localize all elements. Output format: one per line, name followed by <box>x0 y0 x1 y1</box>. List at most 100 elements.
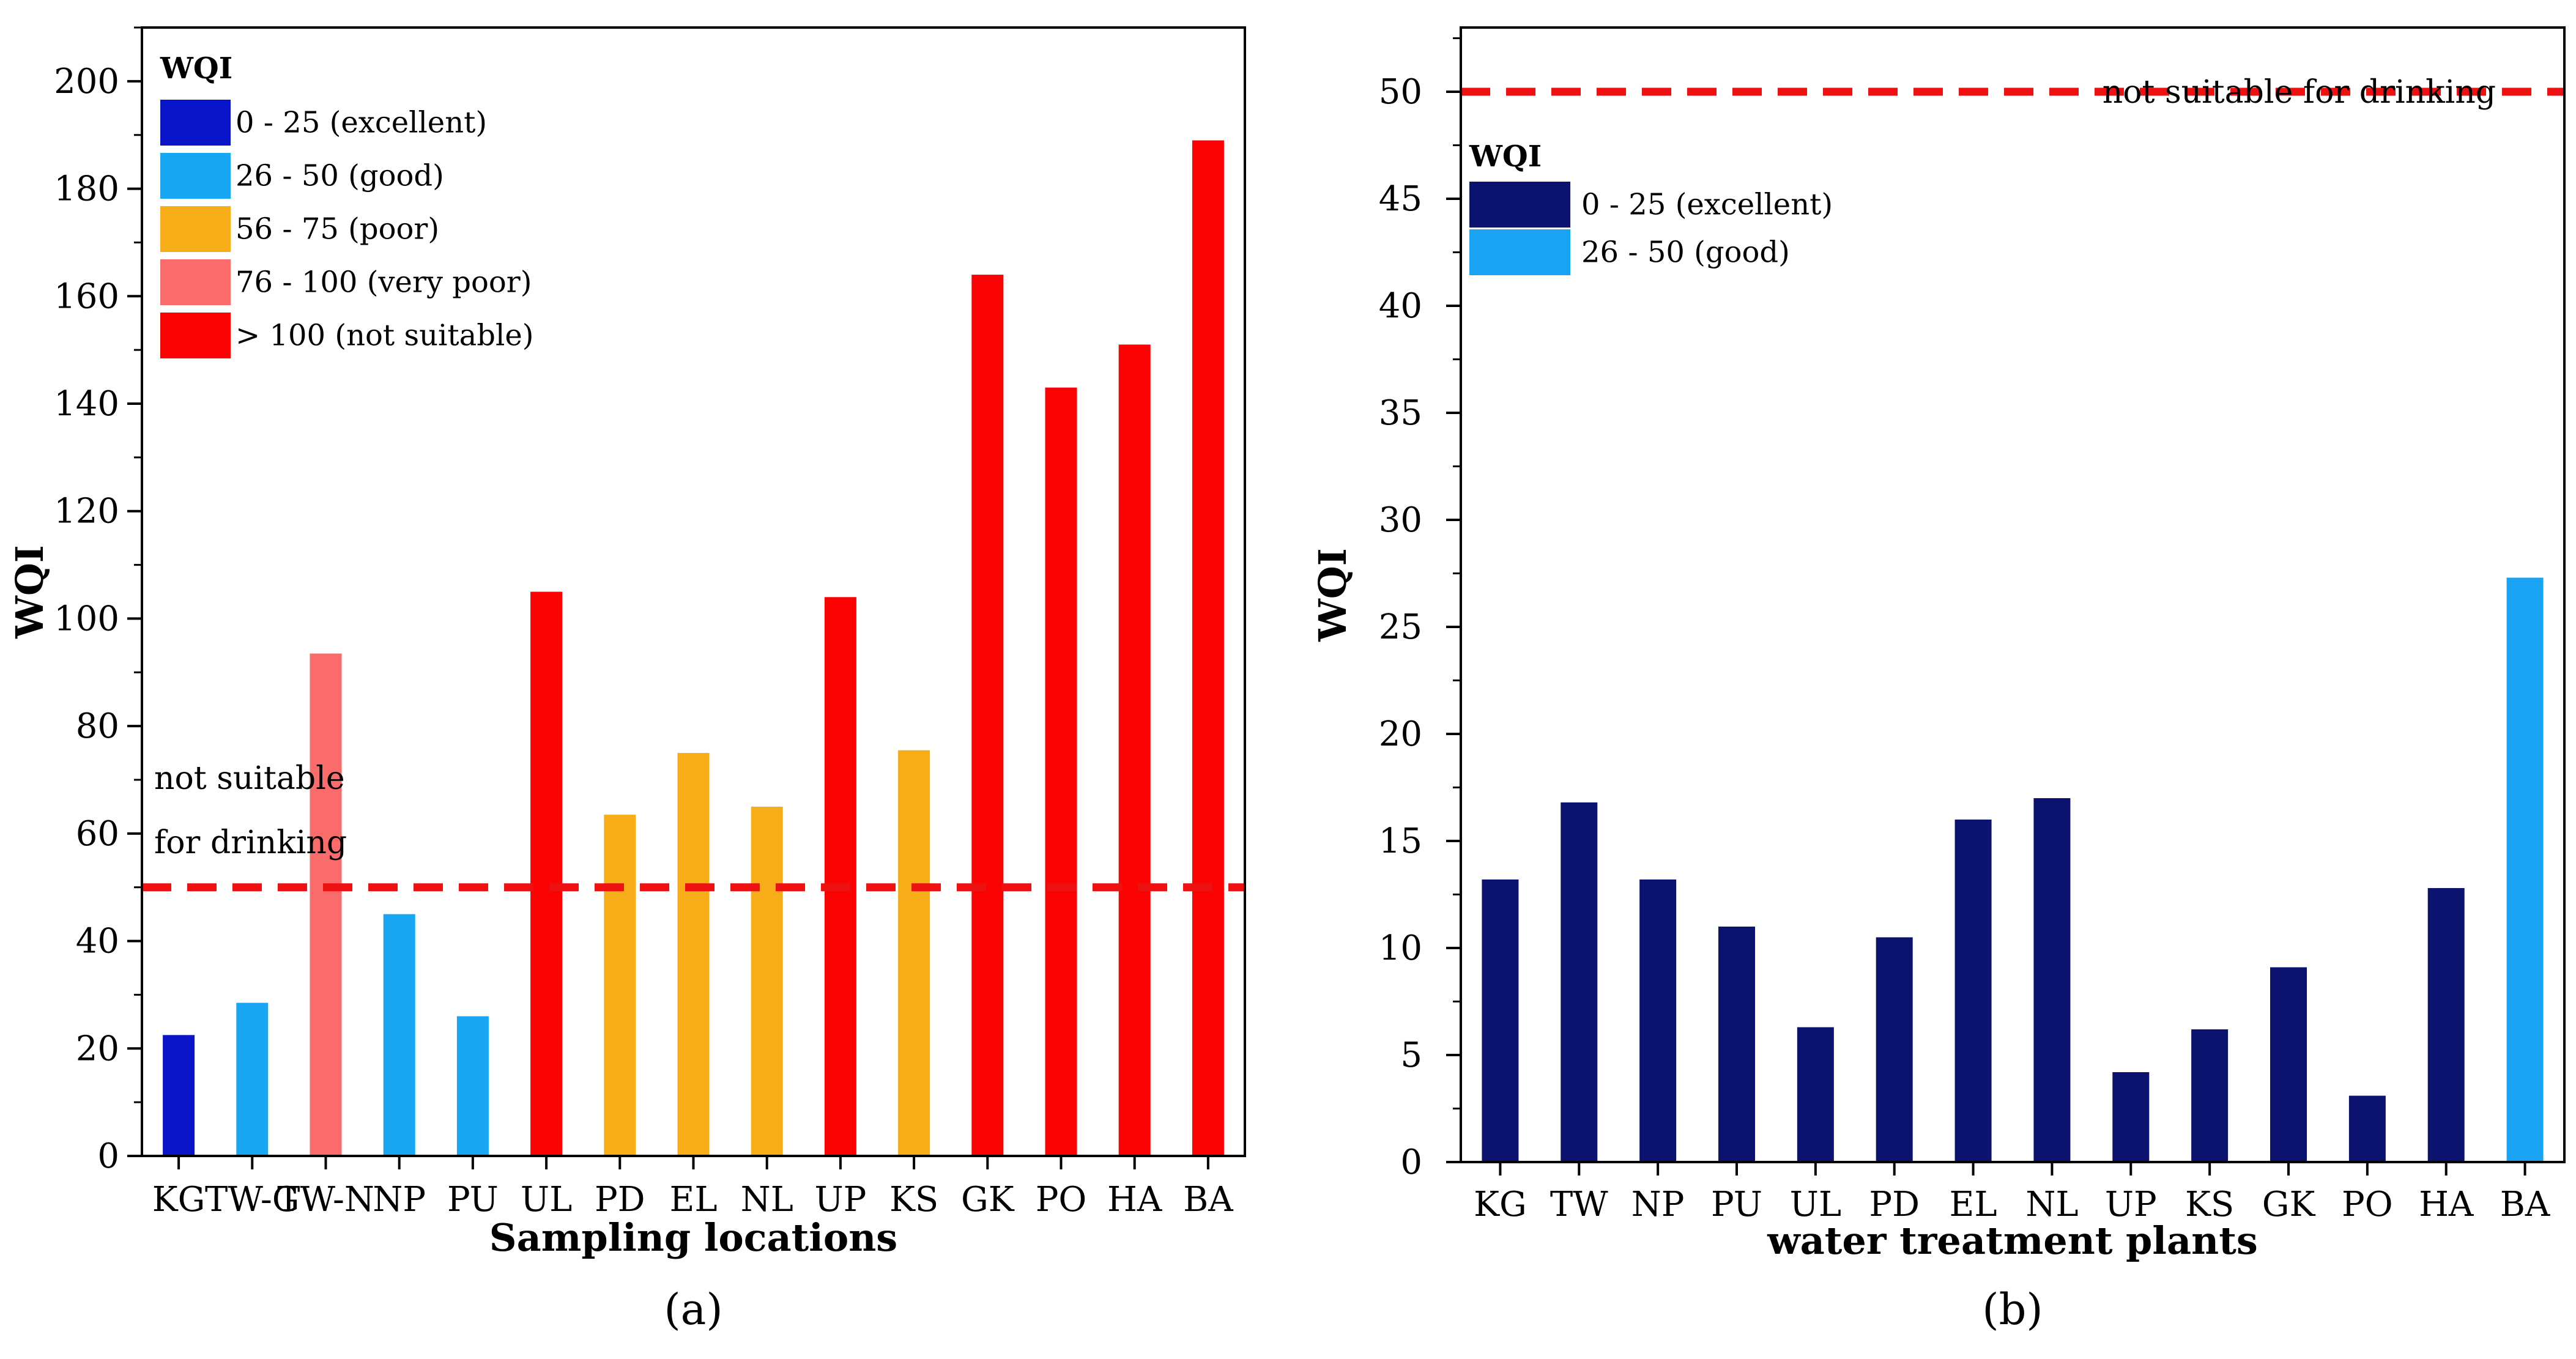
y-tick-label: 35 <box>1379 393 1422 433</box>
legend-swatch-excellent <box>160 100 231 146</box>
y-tick-label: 40 <box>1379 286 1422 326</box>
x-tick-label: TW-N <box>277 1180 374 1220</box>
x-tick-label: PD <box>1869 1185 1920 1224</box>
legend-label-poor: 56 - 75 (poor) <box>236 212 439 246</box>
x-tick-label: UL <box>1790 1185 1841 1224</box>
bar-tw <box>1561 802 1598 1162</box>
x-tick-label: HA <box>2419 1185 2474 1224</box>
legend-swatch-good <box>160 153 231 199</box>
legend-label-excellent: 0 - 25 (excellent) <box>236 106 487 140</box>
x-tick-label: UP <box>814 1180 866 1220</box>
x-tick-label: UP <box>2105 1185 2157 1224</box>
y-tick-label: 45 <box>1379 179 1422 219</box>
panel-a-wqi-sampling-locations: not suitable for drinking 0 20 40 60 80 100 120 1… <box>7 26 1246 1335</box>
bar-nl <box>2033 798 2071 1162</box>
plot-frame <box>1460 26 2566 1163</box>
bar-ul <box>530 591 563 1156</box>
y-tick-label: 180 <box>54 169 119 209</box>
y-tick-label: 30 <box>1379 500 1422 540</box>
bar-tw-g <box>236 1002 269 1156</box>
bar-ks <box>898 750 930 1156</box>
bar-tw-n <box>310 653 342 1156</box>
bar-ha <box>2427 888 2465 1162</box>
threshold-label: for drinking <box>154 824 347 861</box>
legend-title: WQI <box>1469 139 1542 174</box>
y-tick-label: 140 <box>54 384 119 424</box>
x-tick-label: KG <box>1474 1185 1527 1224</box>
x-tick-label: TW <box>1550 1185 1608 1224</box>
panel-label: (b) <box>1982 1284 2043 1335</box>
bar-pu <box>456 1016 489 1156</box>
legend-label-good: 26 - 50 (good) <box>236 159 444 193</box>
panel-label: (a) <box>664 1284 722 1335</box>
x-tick-label: EL <box>669 1180 717 1220</box>
panel-b-wqi-treatment-plants: not suitable for drinking 0 5 10 15 20 25 30 35 4… <box>1310 26 2566 1335</box>
y-tick-label: 40 <box>76 922 119 961</box>
legend-swatch-excellent <box>1469 182 1570 228</box>
x-tick-label: NL <box>741 1180 793 1220</box>
y-tick-label: 60 <box>76 814 119 854</box>
y-tick-label: 50 <box>1379 72 1422 112</box>
bar-ba <box>1192 140 1224 1156</box>
bar-nl <box>751 806 783 1156</box>
y-tick-label: 0 <box>97 1136 119 1176</box>
bar-up <box>2112 1072 2150 1162</box>
bar-ks <box>2191 1029 2229 1162</box>
x-tick-label: EL <box>1950 1185 1997 1224</box>
bar-kg <box>1482 879 1519 1162</box>
y-tick-label: 15 <box>1379 821 1422 861</box>
x-tick-label: HA <box>1107 1180 1162 1220</box>
bar-ul <box>1797 1027 1834 1162</box>
x-tick-label: PO <box>1036 1180 1087 1220</box>
x-tick-label: KS <box>889 1180 938 1220</box>
y-tick-label: 0 <box>1400 1142 1422 1182</box>
y-tick-label: 200 <box>54 62 119 102</box>
x-tick-label: NP <box>373 1180 426 1220</box>
bar-el <box>677 753 710 1156</box>
y-axis-title: WQI <box>7 545 52 639</box>
legend-label-excellent: 0 - 25 (excellent) <box>1581 188 1833 222</box>
legend-label-not-suitable: > 100 (not suitable) <box>236 319 533 353</box>
bar-pu <box>1718 927 1755 1162</box>
legend-label-good: 26 - 50 (good) <box>1581 235 1790 270</box>
y-tick-label: 20 <box>76 1029 119 1068</box>
y-axis-title: WQI <box>1310 548 1355 642</box>
x-tick-label: BA <box>1183 1180 1233 1220</box>
y-tick-label: 10 <box>1379 928 1422 968</box>
bar-np <box>383 914 415 1156</box>
y-tick-label: 25 <box>1379 607 1422 647</box>
x-tick-label: NP <box>1631 1185 1685 1224</box>
bar-el <box>1954 820 1992 1162</box>
y-tick-label: 20 <box>1379 714 1422 754</box>
legend-title: WQI <box>160 51 232 86</box>
y-tick-label: 100 <box>54 599 119 639</box>
legend-swatch-good <box>1469 229 1570 275</box>
bar-ba <box>2506 577 2544 1162</box>
bar-pd <box>604 815 636 1156</box>
legend-swatch-not-suitable <box>160 313 231 358</box>
bar-po <box>2348 1095 2386 1162</box>
bar-gk <box>971 275 1004 1157</box>
threshold-label: not suitable <box>154 760 345 797</box>
x-tick-label: BA <box>2500 1185 2550 1224</box>
legend-label-very-poor: 76 - 100 (very poor) <box>236 265 532 300</box>
legend-swatch-poor <box>160 206 231 252</box>
y-tick-label: 120 <box>54 492 119 531</box>
y-tick-label: 5 <box>1400 1035 1422 1075</box>
x-tick-label: NL <box>2025 1185 2078 1224</box>
x-tick-label: KS <box>2185 1185 2234 1224</box>
x-axis-title: Sampling locations <box>489 1215 897 1260</box>
bar-po <box>1045 387 1077 1157</box>
y-tick-label: 160 <box>54 276 119 316</box>
bar-kg <box>163 1035 195 1156</box>
x-tick-label: TW-G <box>205 1180 300 1220</box>
x-tick-label: GK <box>961 1180 1015 1220</box>
bar-up <box>824 597 856 1156</box>
x-tick-label: UL <box>521 1180 572 1220</box>
x-tick-label: KG <box>152 1180 206 1220</box>
x-tick-label: PU <box>447 1180 499 1220</box>
threshold-label: not suitable for drinking <box>2103 74 2496 111</box>
bar-ha <box>1118 344 1151 1156</box>
x-tick-label: PU <box>1711 1185 1762 1224</box>
